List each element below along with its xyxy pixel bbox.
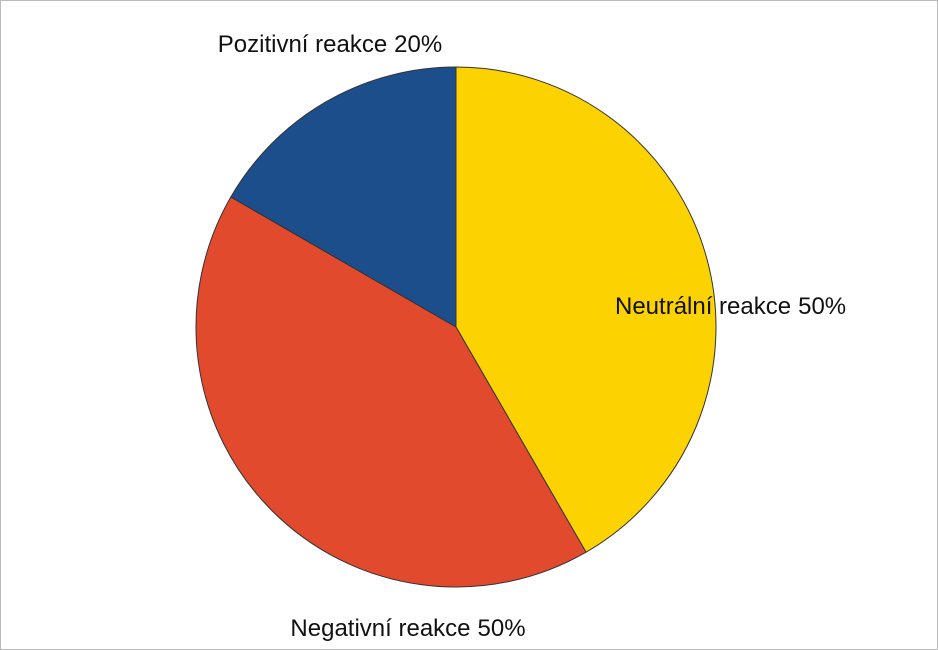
pie-slice (455, 66, 717, 553)
pie-slice (230, 66, 457, 328)
slice-label: Negativní reakce 50% (290, 615, 525, 642)
slice-label: Pozitivní reakce 20% (218, 31, 442, 58)
slice-value-label: 50% (478, 615, 526, 642)
slice-category: Neutrální reakce (615, 293, 791, 320)
slice-value-label: 50% (798, 293, 846, 320)
slice-label: Neutrální reakce 50% (615, 293, 846, 320)
slice-value-label: 20% (394, 31, 442, 58)
pie-slice (195, 196, 587, 588)
slice-category: Negativní reakce (290, 615, 470, 642)
slice-category: Pozitivní reakce (218, 31, 387, 58)
